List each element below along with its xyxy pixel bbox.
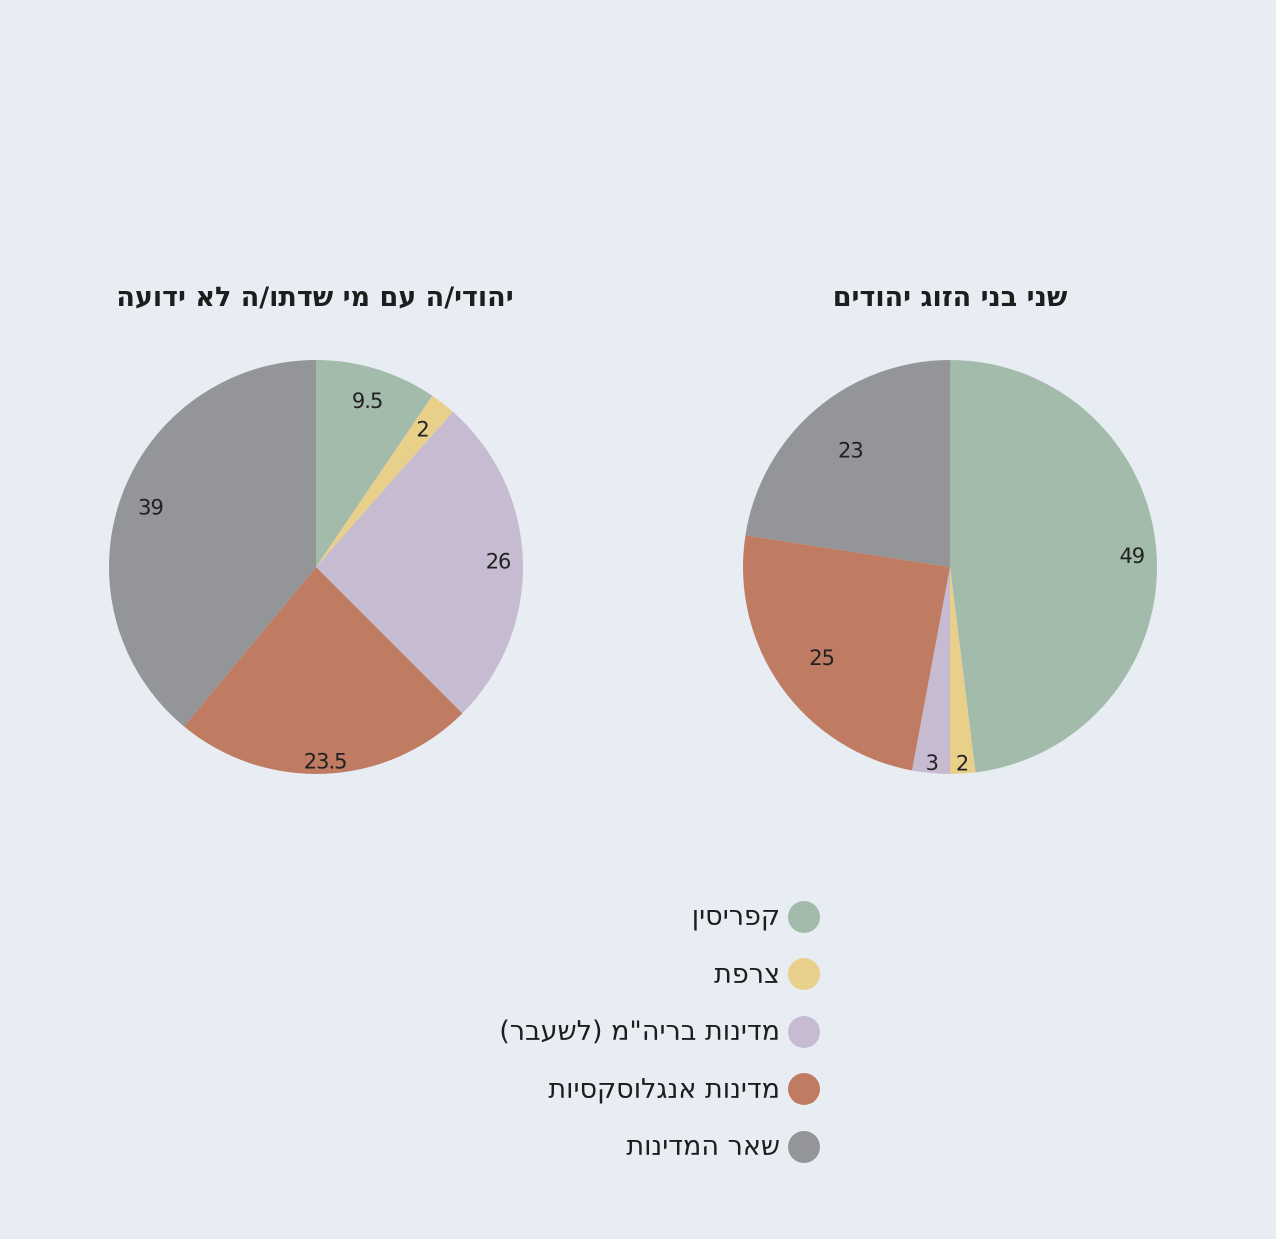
legend-item-france: צרפת	[400, 946, 820, 1004]
legend-label: מדינות אנגלוסקסיות	[548, 1074, 780, 1105]
pie-chart-both-jewish: 49 23 25 23	[742, 359, 1158, 775]
chart-title-both-jewish: שני בני הזוג יהודים	[700, 282, 1200, 313]
pie-slice-label: 39	[138, 495, 163, 519]
pie-slice-label: 23.5	[304, 749, 347, 773]
legend: קפריסין צרפת מדינות בריה"מ (לשעבר) מדינו…	[400, 888, 820, 1176]
legend-label: שאר המדינות	[626, 1131, 780, 1162]
legend-item-other: שאר המדינות	[400, 1118, 820, 1176]
pie-slice-label: 49	[1119, 544, 1144, 568]
pie-slice-label: 2	[416, 418, 428, 442]
legend-label: מדינות בריה"מ (לשעבר)	[499, 1016, 780, 1047]
pie-slice-label: 3	[926, 751, 938, 775]
chart-title-mixed: יהודי/ה עם מי שדתו/ה לא ידועה	[60, 282, 570, 313]
legend-swatch	[788, 958, 820, 990]
pie-chart-mixed: 9.5 2 26 23.5 39	[108, 359, 524, 775]
legend-item-fsu: מדינות בריה"מ (לשעבר)	[400, 1003, 820, 1061]
pie-slice-label: 26	[486, 549, 511, 573]
pie-slice-label: 9.5	[352, 389, 382, 413]
legend-item-kafrisin: קפריסין	[400, 888, 820, 946]
legend-item-anglo: מדינות אנגלוסקסיות	[400, 1061, 820, 1119]
legend-label: צרפת	[714, 959, 780, 990]
pie-slice-label: 2	[956, 751, 968, 775]
legend-swatch	[788, 1073, 820, 1105]
pie-slice-label: 23	[838, 439, 863, 463]
legend-swatch	[788, 901, 820, 933]
pie-slice	[745, 360, 950, 567]
legend-label: קפריסין	[692, 901, 780, 932]
legend-swatch	[788, 1016, 820, 1048]
legend-swatch	[788, 1131, 820, 1163]
pie-slice-label: 25	[809, 646, 834, 670]
